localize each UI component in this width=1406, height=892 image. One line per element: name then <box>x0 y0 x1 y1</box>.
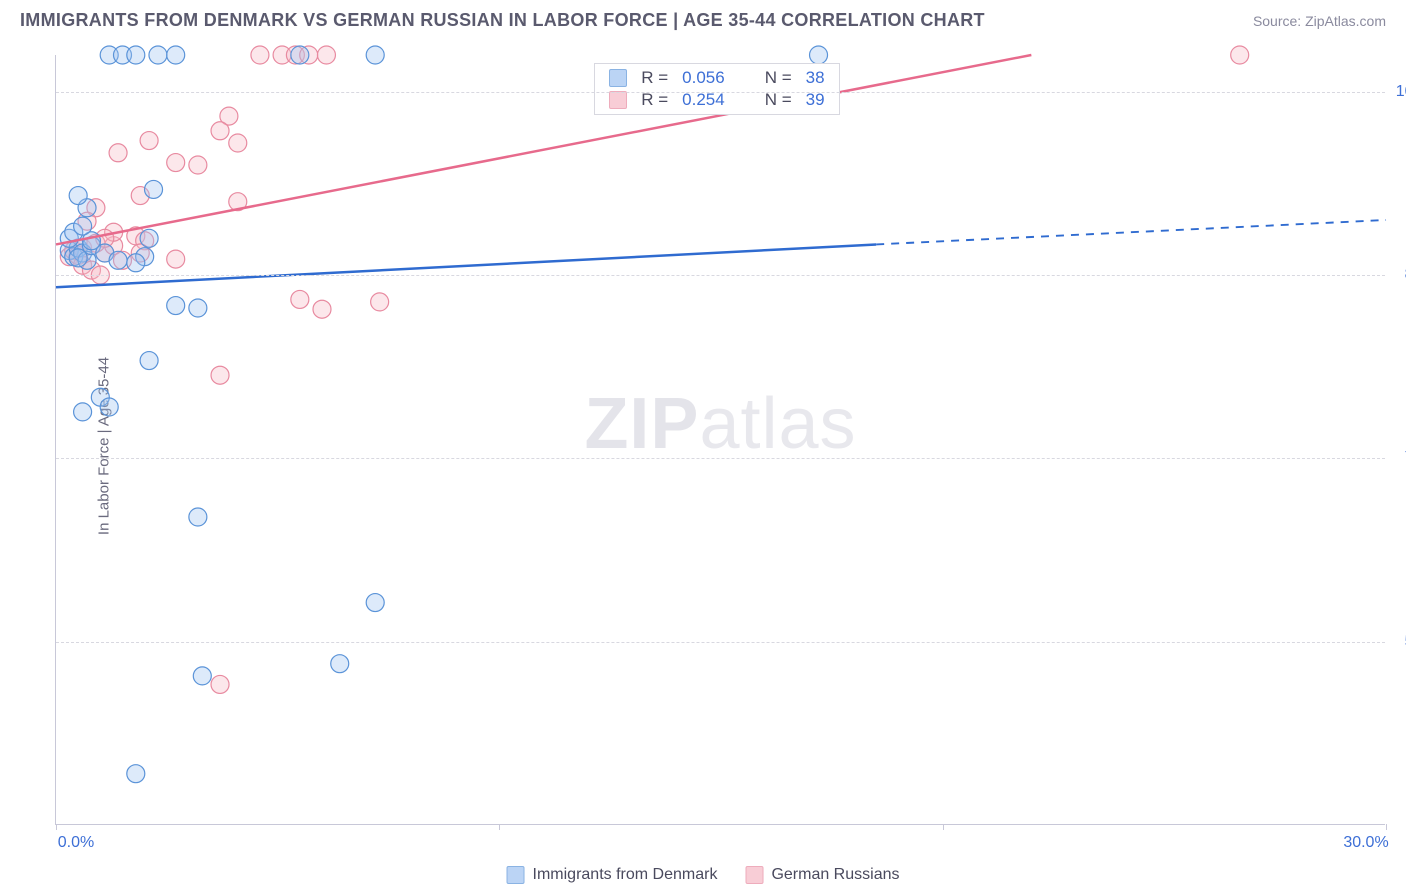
stats-n-label: N = <box>765 68 792 88</box>
scatter-point <box>366 594 384 612</box>
scatter-point <box>140 132 158 150</box>
legend-swatch <box>609 91 627 109</box>
legend-label: Immigrants from Denmark <box>533 866 718 884</box>
legend-bottom: Immigrants from Denmark German Russians <box>507 866 900 884</box>
scatter-point <box>331 655 349 673</box>
scatter-point <box>366 46 384 64</box>
xtick-label: 30.0% <box>1343 834 1388 852</box>
scatter-point <box>317 46 335 64</box>
stats-row: R = 0.056 N = 38 <box>609 68 824 88</box>
scatter-point <box>211 366 229 384</box>
gridline <box>56 458 1385 459</box>
scatter-point <box>229 134 247 152</box>
scatter-point <box>140 352 158 370</box>
ytick-label: 100.0% <box>1396 83 1406 101</box>
correlation-chart: ZIPatlas R =0.056N =38R =0.254N =39 55.0… <box>55 55 1385 825</box>
stats-n-value: 39 <box>806 90 825 110</box>
stats-legend-box: R = 0.056 N = 38 R = 0.254 N = 39 <box>594 63 839 115</box>
scatter-point <box>127 46 145 64</box>
scatter-point <box>1231 46 1249 64</box>
scatter-point <box>109 251 127 269</box>
scatter-point <box>69 249 87 267</box>
scatter-point <box>167 297 185 315</box>
scatter-point <box>313 300 331 318</box>
scatter-point <box>291 46 309 64</box>
scatter-point <box>100 398 118 416</box>
xtick-mark <box>1386 824 1387 830</box>
scatter-point <box>69 187 87 205</box>
xtick-mark <box>943 824 944 830</box>
scatter-point <box>74 217 92 235</box>
legend-label: German Russians <box>771 866 899 884</box>
legend-item: German Russians <box>745 866 899 884</box>
scatter-point <box>189 508 207 526</box>
stats-row: R = 0.254 N = 39 <box>609 90 824 110</box>
plot-svg <box>56 55 1385 824</box>
gridline <box>56 642 1385 643</box>
xtick-label: 0.0% <box>58 834 94 852</box>
stats-r-label: R = <box>641 90 668 110</box>
legend-item: Immigrants from Denmark <box>507 866 718 884</box>
trend-line <box>56 55 1031 244</box>
scatter-point <box>291 290 309 308</box>
scatter-point <box>145 180 163 198</box>
source-label: Source: ZipAtlas.com <box>1253 13 1386 29</box>
trend-line-dashed <box>876 220 1386 244</box>
gridline <box>56 275 1385 276</box>
scatter-point <box>211 122 229 140</box>
scatter-point <box>251 46 269 64</box>
scatter-point <box>127 765 145 783</box>
scatter-point <box>810 46 828 64</box>
scatter-point <box>149 46 167 64</box>
scatter-point <box>140 229 158 247</box>
page-title: IMMIGRANTS FROM DENMARK VS GERMAN RUSSIA… <box>20 10 985 31</box>
legend-swatch <box>609 69 627 87</box>
scatter-point <box>127 254 145 272</box>
legend-swatch <box>745 866 763 884</box>
xtick-mark <box>56 824 57 830</box>
scatter-point <box>211 675 229 693</box>
xtick-mark <box>499 824 500 830</box>
scatter-point <box>189 299 207 317</box>
scatter-point <box>109 144 127 162</box>
legend-swatch <box>507 866 525 884</box>
scatter-point <box>189 156 207 174</box>
scatter-point <box>167 46 185 64</box>
scatter-point <box>167 250 185 268</box>
stats-n-label: N = <box>765 90 792 110</box>
stats-r-value: 0.254 <box>682 90 725 110</box>
stats-r-label: R = <box>641 68 668 88</box>
scatter-point <box>167 154 185 172</box>
gridline <box>56 92 1385 93</box>
scatter-point <box>193 667 211 685</box>
stats-r-value: 0.056 <box>682 68 725 88</box>
scatter-point <box>74 403 92 421</box>
scatter-point <box>371 293 389 311</box>
stats-n-value: 38 <box>806 68 825 88</box>
